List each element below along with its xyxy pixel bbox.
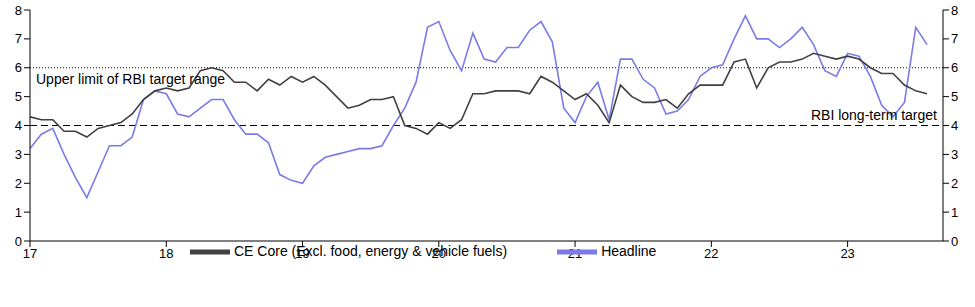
svg-text:1: 1 [951, 205, 958, 220]
svg-text:3: 3 [15, 147, 22, 162]
svg-text:4: 4 [951, 118, 958, 133]
svg-text:5: 5 [951, 89, 958, 104]
svg-text:23: 23 [840, 246, 854, 261]
svg-text:20: 20 [432, 246, 446, 261]
svg-text:18: 18 [159, 246, 173, 261]
svg-text:2: 2 [15, 176, 22, 191]
svg-text:2: 2 [951, 176, 958, 191]
svg-text:RBI long-term target: RBI long-term target [811, 107, 937, 123]
svg-text:22: 22 [704, 246, 718, 261]
svg-text:5: 5 [15, 89, 22, 104]
svg-text:6: 6 [951, 60, 958, 75]
svg-text:1: 1 [15, 205, 22, 220]
svg-text:7: 7 [951, 31, 958, 46]
svg-text:19: 19 [295, 246, 309, 261]
svg-text:8: 8 [15, 3, 22, 18]
svg-text:0: 0 [951, 234, 958, 249]
svg-text:17: 17 [23, 246, 37, 261]
svg-text:21: 21 [568, 246, 582, 261]
svg-text:6: 6 [15, 60, 22, 75]
svg-text:4: 4 [15, 118, 22, 133]
svg-text:0: 0 [15, 234, 22, 249]
svg-text:Upper limit of RBI target rang: Upper limit of RBI target range [36, 71, 225, 87]
svg-text:7: 7 [15, 31, 22, 46]
svg-text:8: 8 [951, 3, 958, 18]
svg-text:3: 3 [951, 147, 958, 162]
